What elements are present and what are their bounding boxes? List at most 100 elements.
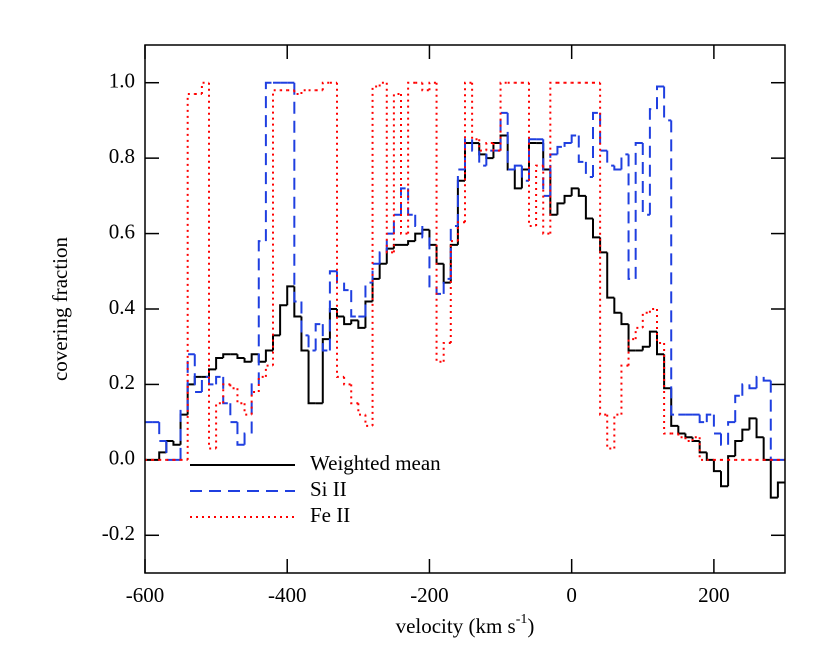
- y-tick-label: 0.0: [109, 446, 135, 470]
- step-segment: [435, 286, 444, 295]
- step-segment: [186, 353, 195, 411]
- step-segment: [464, 142, 473, 181]
- step-segment: [158, 422, 167, 442]
- step-segment: [741, 428, 750, 441]
- step-segment: [257, 375, 266, 392]
- step-segment: [734, 440, 743, 457]
- x-axis-label-sup: -1: [516, 612, 528, 627]
- step-segment: [499, 111, 508, 151]
- step-segment: [492, 143, 501, 152]
- step-segment: [158, 451, 167, 460]
- step-segment: [300, 316, 309, 352]
- step-segment: [663, 354, 672, 390]
- step-segment: [599, 82, 608, 416]
- step-segment: [222, 383, 231, 404]
- step-segment: [343, 376, 352, 386]
- step-segment: [627, 338, 636, 366]
- step-segment: [321, 81, 330, 91]
- step-segment: [385, 247, 394, 264]
- step-segment: [769, 380, 778, 461]
- step-segment: [528, 138, 537, 181]
- step-segment: [456, 179, 465, 245]
- step-segment: [229, 403, 238, 424]
- step-segment: [570, 187, 579, 196]
- step-segment: [542, 139, 551, 197]
- step-segment: [407, 81, 416, 234]
- step-segment: [570, 134, 579, 144]
- step-segment: [471, 139, 480, 152]
- step-segment: [464, 138, 473, 170]
- step-segment: [243, 432, 252, 445]
- step-segment: [186, 93, 195, 460]
- step-segment: [648, 308, 657, 313]
- step-segment: [499, 81, 508, 151]
- step-segment: [520, 165, 529, 182]
- step-segment: [272, 334, 281, 351]
- step-segment: [464, 81, 473, 223]
- step-segment: [684, 433, 693, 439]
- step-segment: [435, 82, 444, 363]
- step-segment: [215, 375, 224, 385]
- step-segment: [471, 82, 480, 141]
- x-axis-label-end: ): [527, 614, 534, 638]
- step-segment: [492, 142, 501, 159]
- step-segment: [442, 341, 451, 362]
- step-segment: [449, 225, 458, 279]
- step-segment: [307, 350, 316, 405]
- step-segment: [634, 142, 643, 279]
- step-segment: [677, 433, 686, 439]
- step-segment: [279, 304, 288, 336]
- y-tick-label: -0.2: [102, 521, 135, 545]
- step-segment: [357, 320, 366, 329]
- step-segment: [392, 243, 401, 249]
- step-segment: [599, 112, 608, 152]
- step-segment: [698, 414, 707, 424]
- step-segment: [542, 165, 551, 235]
- step-segment: [165, 441, 174, 461]
- step-segment: [556, 202, 565, 215]
- step-segment: [165, 440, 174, 453]
- step-segment: [293, 90, 302, 96]
- step-segment: [691, 436, 700, 441]
- step-segment: [236, 354, 245, 360]
- step-segment: [549, 169, 558, 216]
- step-segment: [350, 384, 359, 405]
- step-segment: [528, 82, 537, 228]
- step-segment: [506, 135, 515, 171]
- step-segment: [350, 319, 359, 325]
- step-segment: [200, 81, 209, 95]
- step-segment: [755, 418, 764, 439]
- step-segment: [350, 290, 359, 318]
- y-tick-label: 0.6: [109, 219, 135, 243]
- step-segment: [243, 358, 252, 363]
- step-segment: [300, 301, 309, 337]
- step-segment: [435, 244, 444, 265]
- step-segment: [506, 112, 515, 171]
- step-segment: [762, 437, 771, 461]
- step-segment: [656, 309, 665, 344]
- y-tick-label: 1.0: [109, 69, 135, 93]
- step-segment: [222, 353, 231, 359]
- step-segment: [513, 169, 522, 190]
- step-segment: [528, 142, 537, 170]
- step-segment: [549, 153, 558, 196]
- step-segment: [321, 338, 330, 404]
- legend-label: Weighted mean: [310, 451, 441, 475]
- step-segment: [592, 111, 601, 177]
- step-segment: [328, 308, 337, 340]
- step-segment: [378, 262, 387, 279]
- step-segment: [428, 237, 437, 288]
- step-segment: [727, 455, 736, 487]
- step-segment: [307, 335, 316, 352]
- step-segment: [648, 108, 657, 215]
- step-segment: [584, 195, 593, 220]
- step-segment: [627, 154, 636, 280]
- step-segment: [286, 285, 295, 306]
- step-segment: [193, 375, 202, 385]
- step-segment: [243, 403, 252, 416]
- step-segment: [371, 85, 380, 426]
- step-segment: [620, 312, 629, 326]
- step-segment: [293, 82, 302, 303]
- step-segment: [499, 134, 508, 144]
